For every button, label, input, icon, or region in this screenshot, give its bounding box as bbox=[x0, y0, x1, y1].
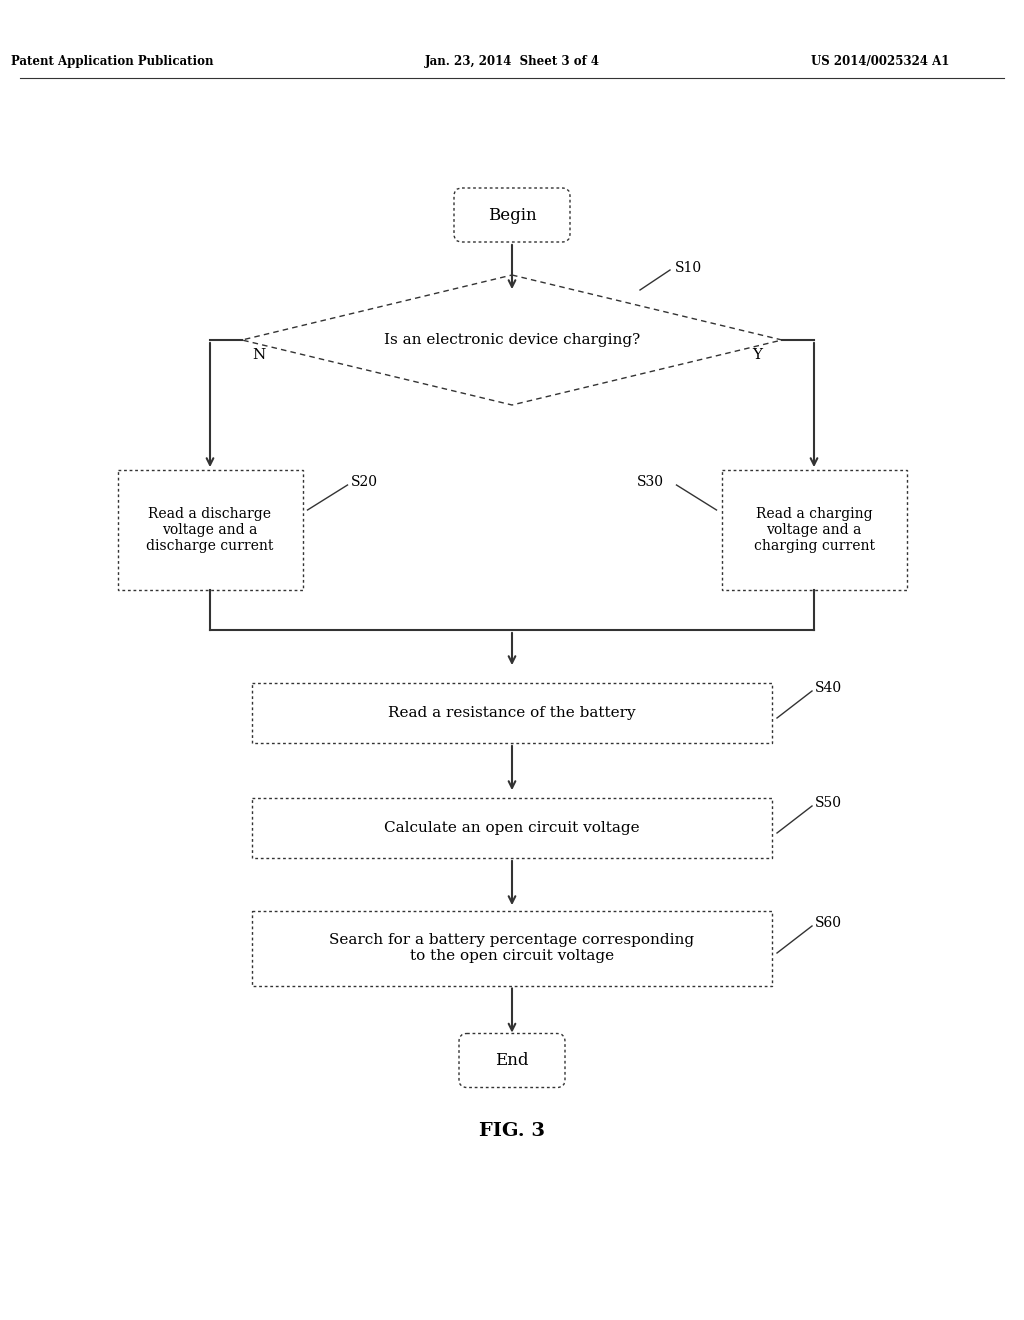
Bar bbox=[722, 470, 906, 590]
FancyBboxPatch shape bbox=[454, 187, 570, 242]
Text: Begin: Begin bbox=[487, 206, 537, 223]
Text: S50: S50 bbox=[815, 796, 842, 810]
Text: Read a resistance of the battery: Read a resistance of the battery bbox=[388, 706, 636, 719]
Bar bbox=[252, 799, 772, 858]
Text: End: End bbox=[496, 1052, 528, 1069]
Text: S30: S30 bbox=[637, 475, 664, 488]
Bar bbox=[252, 911, 772, 986]
Text: Jan. 23, 2014  Sheet 3 of 4: Jan. 23, 2014 Sheet 3 of 4 bbox=[425, 55, 599, 69]
Text: Read a charging
voltage and a
charging current: Read a charging voltage and a charging c… bbox=[754, 507, 874, 553]
Text: S40: S40 bbox=[815, 681, 842, 696]
Text: Search for a battery percentage corresponding
to the open circuit voltage: Search for a battery percentage correspo… bbox=[330, 933, 694, 964]
Text: Is an electronic device charging?: Is an electronic device charging? bbox=[384, 333, 640, 347]
FancyBboxPatch shape bbox=[459, 1034, 565, 1088]
Bar bbox=[118, 470, 302, 590]
Text: Patent Application Publication: Patent Application Publication bbox=[10, 55, 213, 69]
Text: S60: S60 bbox=[815, 916, 842, 931]
Text: FIG. 3: FIG. 3 bbox=[479, 1122, 545, 1139]
Text: Calculate an open circuit voltage: Calculate an open circuit voltage bbox=[384, 821, 640, 836]
Text: S10: S10 bbox=[675, 261, 702, 275]
Text: Y: Y bbox=[752, 348, 762, 362]
Text: US 2014/0025324 A1: US 2014/0025324 A1 bbox=[811, 55, 949, 69]
Text: Read a discharge
voltage and a
discharge current: Read a discharge voltage and a discharge… bbox=[146, 507, 273, 553]
Text: N: N bbox=[252, 348, 265, 362]
Text: S20: S20 bbox=[350, 475, 378, 488]
Bar bbox=[252, 682, 772, 743]
